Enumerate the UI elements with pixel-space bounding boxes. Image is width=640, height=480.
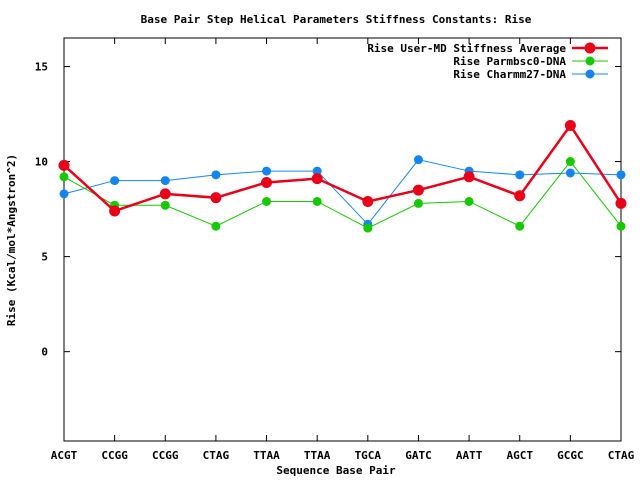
series-2: [59, 157, 626, 233]
x-tick-label: CTAG: [608, 449, 635, 462]
x-tick-label: TTAA: [253, 449, 280, 462]
series-line: [63, 159, 622, 226]
data-point: [565, 168, 575, 178]
data-point: [110, 176, 120, 186]
data-point: [211, 221, 221, 231]
x-tick-label: TGCA: [355, 449, 382, 462]
x-tick-label: CCGG: [152, 449, 179, 462]
data-point: [615, 197, 627, 209]
data-point: [565, 157, 575, 167]
series-line: [63, 160, 622, 229]
data-point: [564, 119, 576, 131]
data-point: [515, 221, 525, 231]
x-tick-label: CTAG: [203, 449, 230, 462]
data-point: [59, 189, 69, 199]
data-point: [413, 198, 423, 208]
legend-label: Rise User-MD Stiffness Average: [367, 42, 566, 55]
data-point: [312, 166, 322, 176]
data-point: [616, 221, 626, 231]
data-point: [160, 176, 170, 186]
data-point: [362, 195, 374, 207]
data-point: [616, 170, 626, 180]
axes: 0 5 10 15 ACGT CCGG CCGG CTAG TTAA TTAA TGCA GATC AA…: [35, 38, 635, 462]
data-point: [463, 171, 475, 183]
series-1: [58, 119, 627, 217]
data-point: [159, 188, 171, 200]
x-tick-label: CCGG: [101, 449, 128, 462]
legend-label: Rise Charmm27-DNA: [453, 68, 566, 81]
x-tick-label: TTAA: [304, 449, 331, 462]
y-axis-label: Rise (Kcal/mol*Angstron^2): [5, 154, 18, 326]
data-point: [363, 223, 373, 233]
x-tick-label: ACGT: [51, 449, 78, 462]
data-point: [160, 200, 170, 210]
y-tick-label: 15: [35, 61, 48, 74]
legend-marker: [585, 69, 595, 79]
data-point: [312, 196, 322, 206]
series-line: [63, 123, 623, 213]
legend-marker: [584, 42, 596, 54]
data-point: [464, 196, 474, 206]
data-point: [211, 170, 221, 180]
data-point: [261, 176, 273, 188]
legend-marker: [585, 56, 595, 66]
chart-title: Base Pair Step Helical Parameters Stiffn…: [141, 13, 532, 26]
data-point: [515, 170, 525, 180]
data-point: [262, 166, 272, 176]
data-point: [311, 173, 323, 185]
data-point: [262, 196, 272, 206]
x-tick-label: AGCT: [506, 449, 533, 462]
x-tick-label: AATT: [456, 449, 483, 462]
data-point: [412, 184, 424, 196]
series-layer: [58, 119, 627, 233]
data-point: [109, 205, 121, 217]
y-tick-label: 5: [41, 251, 48, 264]
data-point: [514, 190, 526, 202]
data-point: [413, 155, 423, 165]
x-tick-label: GATC: [405, 449, 432, 462]
x-tick-label: GCGC: [557, 449, 584, 462]
data-point: [59, 172, 69, 182]
y-tick-label: 10: [35, 156, 48, 169]
y-tick-label: 0: [41, 346, 48, 359]
series-3: [59, 155, 626, 229]
plot-area: [63, 37, 622, 442]
legend-label: Rise Parmbsc0-DNA: [453, 55, 566, 68]
data-point: [210, 192, 222, 204]
data-point: [58, 159, 70, 171]
x-axis-label: Sequence Base Pair: [276, 464, 396, 477]
